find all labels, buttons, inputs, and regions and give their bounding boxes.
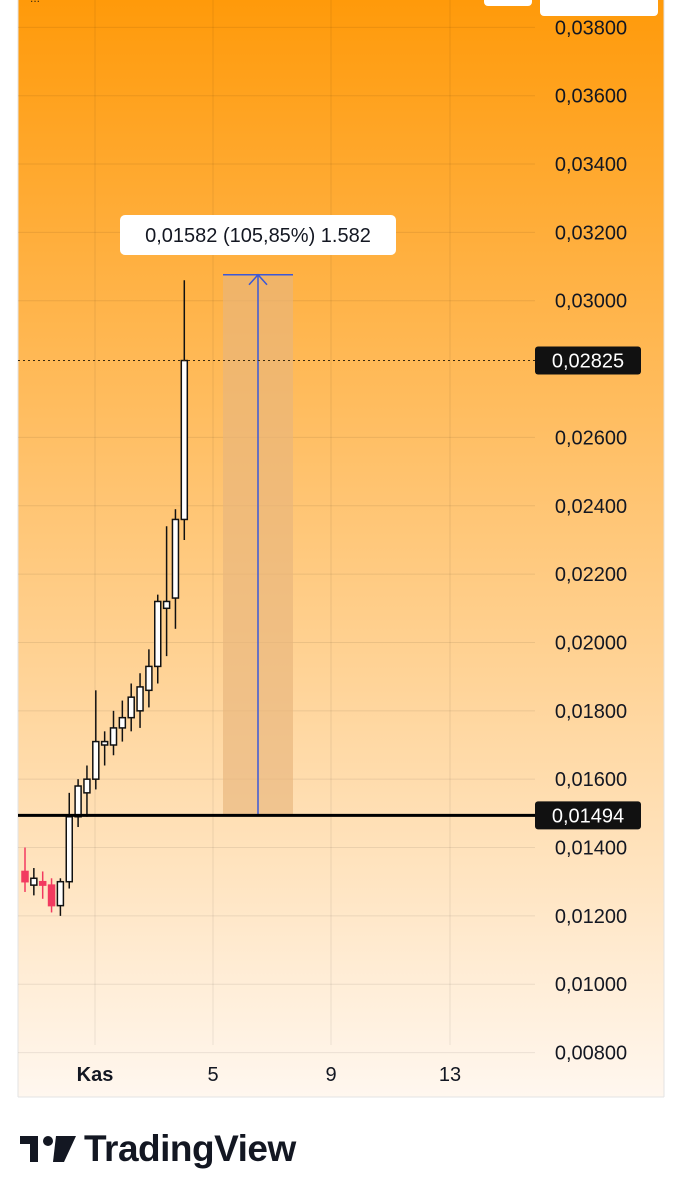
y-tick-label: 0,03400 xyxy=(555,154,627,176)
tradingview-logo-icon xyxy=(20,1136,76,1162)
support-level-label-box xyxy=(535,801,641,830)
top-controls: ... xyxy=(30,0,658,16)
y-tick-label: 0,02000 xyxy=(555,632,627,654)
chart-background xyxy=(18,0,664,1097)
candle-body xyxy=(30,877,38,886)
candle-body xyxy=(118,716,127,729)
current-price-label: 0,02825 xyxy=(552,351,624,373)
candle-body xyxy=(136,686,144,712)
y-tick-label: 0,03000 xyxy=(555,291,627,313)
candle-body xyxy=(127,696,135,719)
candle-body xyxy=(92,740,100,780)
candle-body xyxy=(100,740,109,746)
measure-tool[interactable]: 0,01582 (105,85%) 1.582 xyxy=(120,215,396,816)
top-menu-dots: ... xyxy=(30,0,40,5)
y-tick-label: 0,01200 xyxy=(555,906,627,928)
price-chart[interactable]: 0,01582 (105,85%) 1.582 0,02825 0,01494 0… xyxy=(0,0,682,1110)
x-tick-label: Kas xyxy=(77,1064,114,1086)
current-price-label-box xyxy=(535,346,641,375)
candle-body xyxy=(38,880,47,886)
candle-body xyxy=(83,778,91,794)
tradingview-brand[interactable]: TradingView xyxy=(20,1128,296,1170)
time-axis[interactable]: Kas 5 9 13 xyxy=(77,1064,461,1086)
y-tick-label: 0,02600 xyxy=(555,427,627,449)
y-tick-label: 0,00800 xyxy=(555,1043,627,1065)
x-tick-label: 13 xyxy=(439,1064,461,1086)
candle-body xyxy=(171,518,180,599)
top-price-box xyxy=(540,0,658,16)
candle-body xyxy=(47,884,56,907)
candles xyxy=(21,280,189,916)
measure-arrow-head xyxy=(248,273,268,286)
candle-body xyxy=(145,665,153,692)
y-tick-label: 0,01000 xyxy=(555,974,627,996)
support-level-label: 0,01494 xyxy=(552,805,624,827)
candle-body xyxy=(180,359,189,521)
candle-body xyxy=(109,727,118,746)
measure-label-box xyxy=(120,215,396,255)
y-tick-label: 0,03600 xyxy=(555,86,627,108)
candle-body xyxy=(21,870,29,883)
candle-body xyxy=(56,880,65,907)
y-tick-label: 0,01600 xyxy=(555,769,627,791)
y-tick-label: 0,02400 xyxy=(555,496,627,518)
candle-body xyxy=(65,816,73,883)
candle-body xyxy=(154,600,162,668)
y-tick-label: 0,01800 xyxy=(555,701,627,723)
x-tick-label: 9 xyxy=(325,1064,336,1086)
x-tick-label: 5 xyxy=(207,1064,218,1086)
y-tick-label: 0,01400 xyxy=(555,838,627,860)
y-tick-label: 0,02200 xyxy=(555,564,627,586)
candle-body xyxy=(162,600,171,610)
candle-body xyxy=(74,785,82,818)
price-levels: 0,02825 0,01494 xyxy=(18,346,641,830)
y-tick-label: 0,03200 xyxy=(555,222,627,244)
top-small-box xyxy=(484,0,532,6)
measure-label-text: 0,01582 (105,85%) 1.582 xyxy=(145,225,371,247)
y-tick-label: 0,03800 xyxy=(555,17,627,39)
price-axis[interactable]: 0,03800 0,03600 0,03400 0,03200 0,03000 0,026… xyxy=(555,17,627,1064)
brand-name: TradingView xyxy=(84,1128,296,1169)
